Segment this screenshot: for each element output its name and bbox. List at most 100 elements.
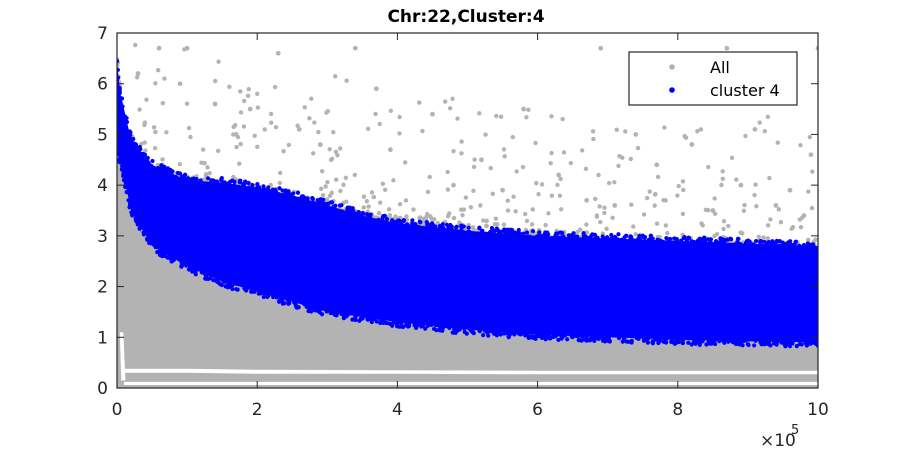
cluster-4-point [118, 154, 123, 159]
all-outlier-point [510, 134, 516, 140]
all-outlier-point [481, 218, 486, 223]
cluster-4-point [225, 285, 230, 290]
cluster-4-point [135, 222, 140, 227]
all-outlier-point [738, 230, 743, 235]
all-outlier-point [397, 202, 403, 207]
cluster-4-point [255, 181, 260, 187]
all-outlier-point [344, 78, 349, 83]
cluster-4-point [142, 152, 148, 157]
cluster-4-point [725, 242, 730, 247]
cluster-4-point [554, 332, 559, 338]
cluster-4-point [334, 209, 339, 215]
cluster-4-point [569, 233, 574, 238]
all-outlier-point [721, 226, 726, 232]
cluster-4-point [498, 328, 503, 333]
all-outlier-point [593, 196, 598, 202]
all-outlier-point [488, 165, 493, 171]
cluster-4-point [461, 224, 466, 229]
y-tick-label: 3 [97, 227, 108, 247]
cluster-4-point [282, 301, 287, 306]
cluster-4-point [428, 223, 434, 228]
all-outlier-point [724, 45, 730, 51]
cluster-4-point [693, 340, 698, 345]
all-outlier-point [494, 113, 499, 119]
all-outlier-point [324, 197, 330, 202]
all-outlier-point [242, 98, 247, 104]
cluster-4-point [383, 221, 389, 226]
cluster-4-point [732, 242, 738, 247]
cluster-4-point [250, 284, 255, 289]
cluster-4-point [128, 139, 133, 144]
cluster-4-point [258, 291, 264, 296]
all-outlier-point [806, 237, 811, 243]
cluster-4-point [726, 336, 731, 341]
all-outlier-point [327, 146, 332, 152]
cluster-4-point [655, 237, 660, 242]
cluster-4-point [353, 317, 358, 323]
all-outlier-point [767, 175, 772, 181]
all-outlier-point [460, 212, 465, 218]
cluster-4-point [199, 270, 204, 275]
cluster-4-point [800, 244, 805, 249]
cluster-4-point [521, 231, 526, 236]
cluster-4-point [124, 189, 129, 195]
cluster-4-point [814, 341, 818, 346]
cluster-4-point [495, 232, 501, 237]
cluster-4-point [235, 184, 240, 190]
all-outlier-point [597, 204, 602, 209]
cluster-4-point [746, 342, 751, 348]
cluster-4-point [767, 338, 772, 343]
cluster-4-point [164, 173, 169, 178]
cluster-4-point [684, 335, 689, 340]
cluster-4-point [424, 219, 429, 225]
all-outlier-point [623, 129, 628, 134]
cluster-4-point [119, 96, 124, 101]
all-outlier-point [204, 171, 209, 177]
cluster-4-point [804, 343, 809, 348]
all-outlier-point [231, 124, 236, 130]
cluster-4-point [250, 183, 255, 188]
cluster-4-point [120, 164, 125, 169]
cluster-4-point [763, 245, 769, 250]
cluster-4-point [150, 158, 155, 164]
cluster-4-point [525, 333, 531, 338]
cluster-4-point [695, 238, 701, 243]
all-outlier-point [411, 207, 416, 212]
all-outlier-point [455, 116, 460, 121]
all-outlier-point [255, 144, 260, 150]
cluster-4-point [214, 179, 219, 184]
cluster-4-point [580, 333, 585, 338]
all-outlier-point [188, 134, 193, 140]
all-outlier-point [310, 151, 316, 156]
cluster-4-point [346, 311, 351, 316]
all-outlier-point [493, 216, 499, 221]
all-outlier-point [361, 194, 367, 199]
chart-title: Chr:22,Cluster:4 [387, 7, 544, 27]
cluster-4-point [655, 338, 661, 343]
all-outlier-point [536, 191, 541, 197]
cluster-4-point [356, 209, 361, 215]
all-outlier-point [773, 203, 779, 208]
y-tick-label: 2 [97, 278, 108, 298]
all-outlier-point [652, 192, 658, 197]
cluster-4-point [135, 218, 140, 223]
all-outlier-point [377, 121, 382, 127]
all-outlier-point [207, 171, 212, 176]
cluster-4-point [498, 229, 503, 234]
cluster-4-point [662, 339, 667, 344]
cluster-4-point [127, 205, 132, 210]
all-outlier-point [734, 177, 739, 182]
cluster-4-point [554, 231, 559, 236]
cluster-4-point [570, 335, 575, 340]
cluster-4-point [222, 275, 227, 281]
cluster-4-point [776, 337, 781, 342]
all-outlier-point [729, 155, 735, 160]
cluster-4-point [418, 220, 423, 225]
cluster-4-point [592, 338, 597, 343]
cluster-4-point [735, 339, 740, 345]
cluster-4-point [184, 263, 189, 268]
cluster-4-point [519, 327, 524, 332]
cluster-4-point [451, 323, 456, 329]
cluster-4-point [294, 305, 300, 310]
